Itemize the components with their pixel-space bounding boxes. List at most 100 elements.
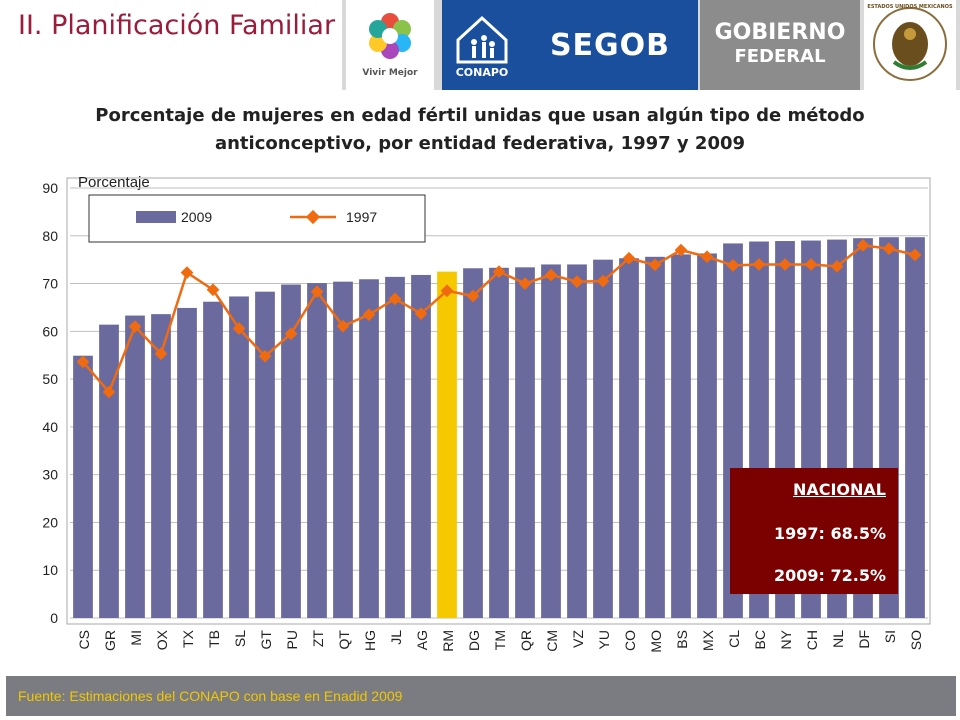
bar-gt xyxy=(255,291,275,618)
y-tick-label: 40 xyxy=(42,419,58,435)
legend-label-1997: 1997 xyxy=(346,209,377,225)
gobierno-federal-logo: GOBIERNO FEDERAL xyxy=(700,0,860,90)
marker-gt xyxy=(258,349,272,363)
nacional-title: NACIONAL xyxy=(792,480,886,499)
y-tick-label: 30 xyxy=(42,467,58,483)
bar-mo xyxy=(645,256,665,618)
footer: Fuente: Estimaciones del CONAPO con base… xyxy=(0,664,960,720)
conapo-house-icon xyxy=(456,15,508,64)
conapo-text: CONAPO xyxy=(455,66,509,79)
x-tick-label: NY xyxy=(778,629,794,649)
national-emblem-icon xyxy=(873,7,947,81)
legend-marker-1997 xyxy=(305,209,321,225)
bar-tm xyxy=(489,267,509,618)
bar-dg xyxy=(463,268,483,618)
segob-logo: SEGOB xyxy=(522,0,698,90)
bars-2009 xyxy=(73,237,925,619)
marker-tm xyxy=(492,265,506,278)
x-tick-label: QR xyxy=(518,630,534,651)
federal-text: FEDERAL xyxy=(734,46,826,67)
legend-swatch-2009 xyxy=(136,211,176,223)
x-tick-label: JL xyxy=(388,630,404,645)
x-tick-label: QT xyxy=(336,630,352,650)
bar-gr xyxy=(99,324,119,618)
bar-pu xyxy=(281,284,301,618)
escudo-text: ESTADOS UNIDOS MEXICANOS xyxy=(867,4,953,10)
chart-title: Porcentaje de mujeres en edad fértil uni… xyxy=(95,105,865,154)
x-tick-label: RM xyxy=(440,630,456,652)
x-tick-label: OX xyxy=(154,629,170,650)
bar-cm xyxy=(541,264,561,618)
x-tick-label: DG xyxy=(466,630,482,651)
footer-source: Fuente: Estimaciones del CONAPO con base… xyxy=(18,688,403,704)
segob-text: SEGOB xyxy=(549,28,671,63)
x-tick-label: GR xyxy=(102,630,118,651)
y-tick-label: 60 xyxy=(42,323,58,339)
bar-jl xyxy=(385,276,405,618)
x-tick-label: SI xyxy=(882,630,898,643)
y-tick-label: 0 xyxy=(50,610,58,626)
x-tick-label: MO xyxy=(648,630,664,653)
marker-pu xyxy=(284,327,298,341)
x-tick-label: CO xyxy=(622,630,638,651)
bar-cs xyxy=(73,355,93,618)
x-tick-label: MX xyxy=(700,629,716,651)
x-tick-label: AG xyxy=(414,630,430,650)
bar-hg xyxy=(359,279,379,618)
x-tick-labels: CS GR MI OX TX TB SL GT PU ZT QT HG JL AG RM DG TM QR CM VZ… xyxy=(76,629,924,652)
y-tick-label: 90 xyxy=(42,180,58,196)
legend-label-2009: 2009 xyxy=(181,209,212,225)
footer-band xyxy=(6,676,956,716)
y-tick-label: 20 xyxy=(42,514,58,530)
vivir-mejor-flower-icon xyxy=(369,13,411,59)
bar-tx xyxy=(177,307,197,618)
x-tick-label: CH xyxy=(804,630,820,650)
x-tick-label: MI xyxy=(128,630,144,646)
x-tick-label: BS xyxy=(674,630,690,649)
marker-rm xyxy=(440,284,454,298)
marker-gr xyxy=(102,385,116,399)
marker-jl xyxy=(388,292,402,306)
bar-mi xyxy=(125,315,145,618)
x-tick-label: TX xyxy=(180,629,196,648)
bar-co xyxy=(619,258,639,618)
marker-sl xyxy=(232,322,246,335)
x-tick-label: HG xyxy=(362,630,378,651)
marker-tb xyxy=(206,283,220,297)
conapo-logo: CONAPO xyxy=(442,0,522,90)
y-tick-label: 10 xyxy=(42,562,58,578)
x-tick-label: TM xyxy=(492,630,508,650)
bar-so xyxy=(905,237,925,618)
bar-bs xyxy=(671,254,691,618)
bar-qr xyxy=(515,267,535,618)
marker-qt xyxy=(336,319,350,333)
nacional-2009: 2009: 72.5% xyxy=(773,566,886,585)
nacional-1997: 1997: 68.5% xyxy=(773,524,886,543)
x-tick-label: CS xyxy=(76,630,92,649)
x-tick-label: ZT xyxy=(310,630,326,648)
bar-ag xyxy=(411,274,431,618)
marker-dg xyxy=(466,289,480,303)
bar-yu xyxy=(593,259,613,618)
legend: 2009 1997 xyxy=(88,194,426,243)
vivir-mejor-logo: Vivir Mejor xyxy=(346,0,434,90)
bar-ox xyxy=(151,314,171,618)
x-tick-label: NL xyxy=(830,630,846,648)
x-tick-label: GT xyxy=(258,630,274,650)
x-tick-label: CL xyxy=(726,630,742,648)
x-tick-label: PU xyxy=(284,630,300,649)
x-tick-label: DF xyxy=(856,630,872,649)
bar-zt xyxy=(307,283,327,618)
header-title-area: II. Planificación Familiar xyxy=(0,0,342,90)
x-tick-label: CM xyxy=(544,630,560,652)
nacional-box: NACIONAL 1997: 68.5% 2009: 72.5% xyxy=(730,468,898,594)
marker-hg xyxy=(362,308,376,321)
escudo-nacional-logo: ESTADOS UNIDOS MEXICANOS xyxy=(864,0,956,90)
bar-vz xyxy=(567,264,587,618)
marker-ag xyxy=(414,307,428,321)
marker-ox xyxy=(154,347,168,361)
gobierno-text: GOBIERNO xyxy=(714,20,846,45)
section-title: II. Planificación Familiar xyxy=(18,10,336,41)
logo-strip: Vivir Mejor CONAPO SEGOB GOBIERNO FEDERA… xyxy=(342,0,960,90)
marker-mi xyxy=(128,320,142,333)
